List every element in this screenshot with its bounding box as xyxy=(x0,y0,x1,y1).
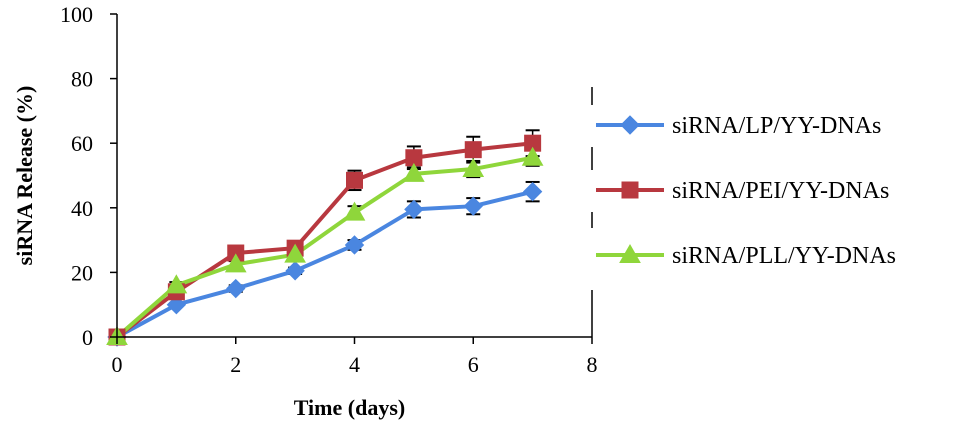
data-point-sirna-lp-yy-dnas xyxy=(404,199,424,220)
y-tick-label: 40 xyxy=(71,196,93,221)
legend: siRNA/LP/YY-DNAs siRNA/PEI/YY-DNAs siRNA/P… xyxy=(591,87,896,337)
data-point-sirna-pll-yy-dnas xyxy=(403,162,425,182)
data-point-sirna-pll-yy-dnas xyxy=(343,201,366,221)
data-point-sirna-pll-yy-dnas xyxy=(284,243,306,263)
x-tick-label: 0 xyxy=(112,352,123,377)
x-axis-title: Time (days) xyxy=(294,395,405,420)
series-line-sirna-pei-yy-dnas xyxy=(115,141,533,339)
x-tick-label: 6 xyxy=(468,352,479,377)
data-point-sirna-pei-yy-dnas xyxy=(464,141,482,159)
axes: Time (days) siRNA Release (%) 0204060801… xyxy=(12,2,598,420)
y-tick-label: 60 xyxy=(71,131,93,156)
data-point-sirna-pll-yy-dnas xyxy=(521,146,544,166)
legend-marker-sirna-lp-yy-dnas xyxy=(620,115,640,135)
data-point-sirna-pll-yy-dnas xyxy=(165,274,188,294)
y-tick-label: 0 xyxy=(82,325,93,350)
data-point-sirna-pei-yy-dnas xyxy=(346,171,363,189)
y-tick-label: 100 xyxy=(60,2,93,27)
data-point-sirna-lp-yy-dnas xyxy=(463,196,483,216)
data-point-sirna-pll-yy-dnas xyxy=(462,158,485,178)
x-tick-label: 8 xyxy=(587,352,598,377)
series-markers xyxy=(106,134,544,347)
series-line-sirna-lp-yy-dnas xyxy=(116,189,534,339)
legend-marker-sirna-pll-yy-dnas xyxy=(619,243,641,263)
legend-marker-sirna-pei-yy-dnas xyxy=(621,181,639,199)
legend-label-sirna-pei-yy-dnas: siRNA/PEI/YY-DNAs xyxy=(672,178,889,204)
series-line-sirna-pll-yy-dnas xyxy=(115,155,533,339)
data-point-sirna-lp-yy-dnas xyxy=(522,181,543,202)
data-point-sirna-pll-yy-dnas xyxy=(224,253,247,273)
y-tick-label: 80 xyxy=(71,67,93,92)
data-point-sirna-lp-yy-dnas xyxy=(285,261,305,281)
y-tick-label: 20 xyxy=(71,260,93,285)
data-point-sirna-lp-yy-dnas xyxy=(226,278,246,299)
data-point-sirna-lp-yy-dnas xyxy=(344,235,365,255)
legend-label-sirna-pll-yy-dnas: siRNA/PLL/YY-DNAs xyxy=(672,243,896,269)
x-tick-label: 2 xyxy=(230,352,241,377)
legend-label-sirna-lp-yy-dnas: siRNA/LP/YY-DNAs xyxy=(672,113,881,139)
series-lines xyxy=(115,141,534,339)
x-tick-label: 4 xyxy=(349,352,360,377)
y-axis-title: siRNA Release (%) xyxy=(12,86,37,266)
